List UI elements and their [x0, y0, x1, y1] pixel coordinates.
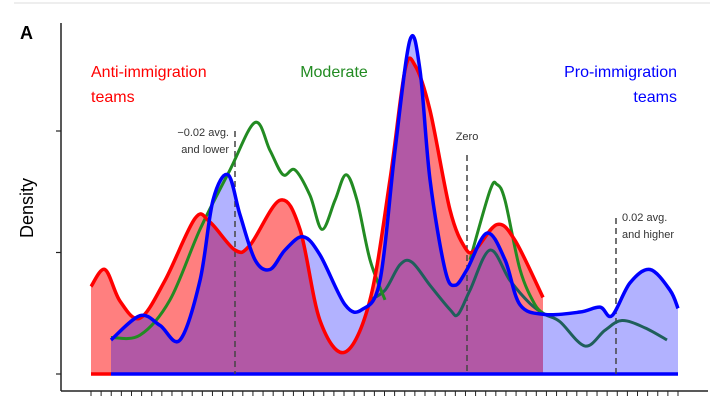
low-threshold-label: −0.02 avg. [177, 127, 229, 139]
anti-immigration-area [91, 58, 543, 374]
pro-group-label: teams [633, 89, 677, 106]
moderate-overlap-line [369, 248, 668, 348]
panel-label: A [20, 23, 33, 43]
moderate-group-label: Moderate [300, 64, 368, 81]
anti-immigration-line [89, 56, 545, 355]
pro-group-label: Pro-immigration [564, 64, 677, 81]
high-threshold-label: and higher [622, 229, 674, 241]
moderate-line-segment [110, 120, 387, 341]
anti-group-label: teams [91, 89, 135, 106]
zero-label: Zero [456, 131, 479, 143]
high-threshold-label: 0.02 avg. [622, 212, 667, 224]
y-axis-label: Density [17, 178, 37, 238]
anti-group-label: Anti-immigration [91, 64, 207, 81]
pro-immigration-line [109, 33, 680, 344]
low-threshold-label: and lower [181, 144, 229, 156]
pro-immigration-area [111, 35, 678, 374]
moderate-line-segment [468, 180, 547, 316]
